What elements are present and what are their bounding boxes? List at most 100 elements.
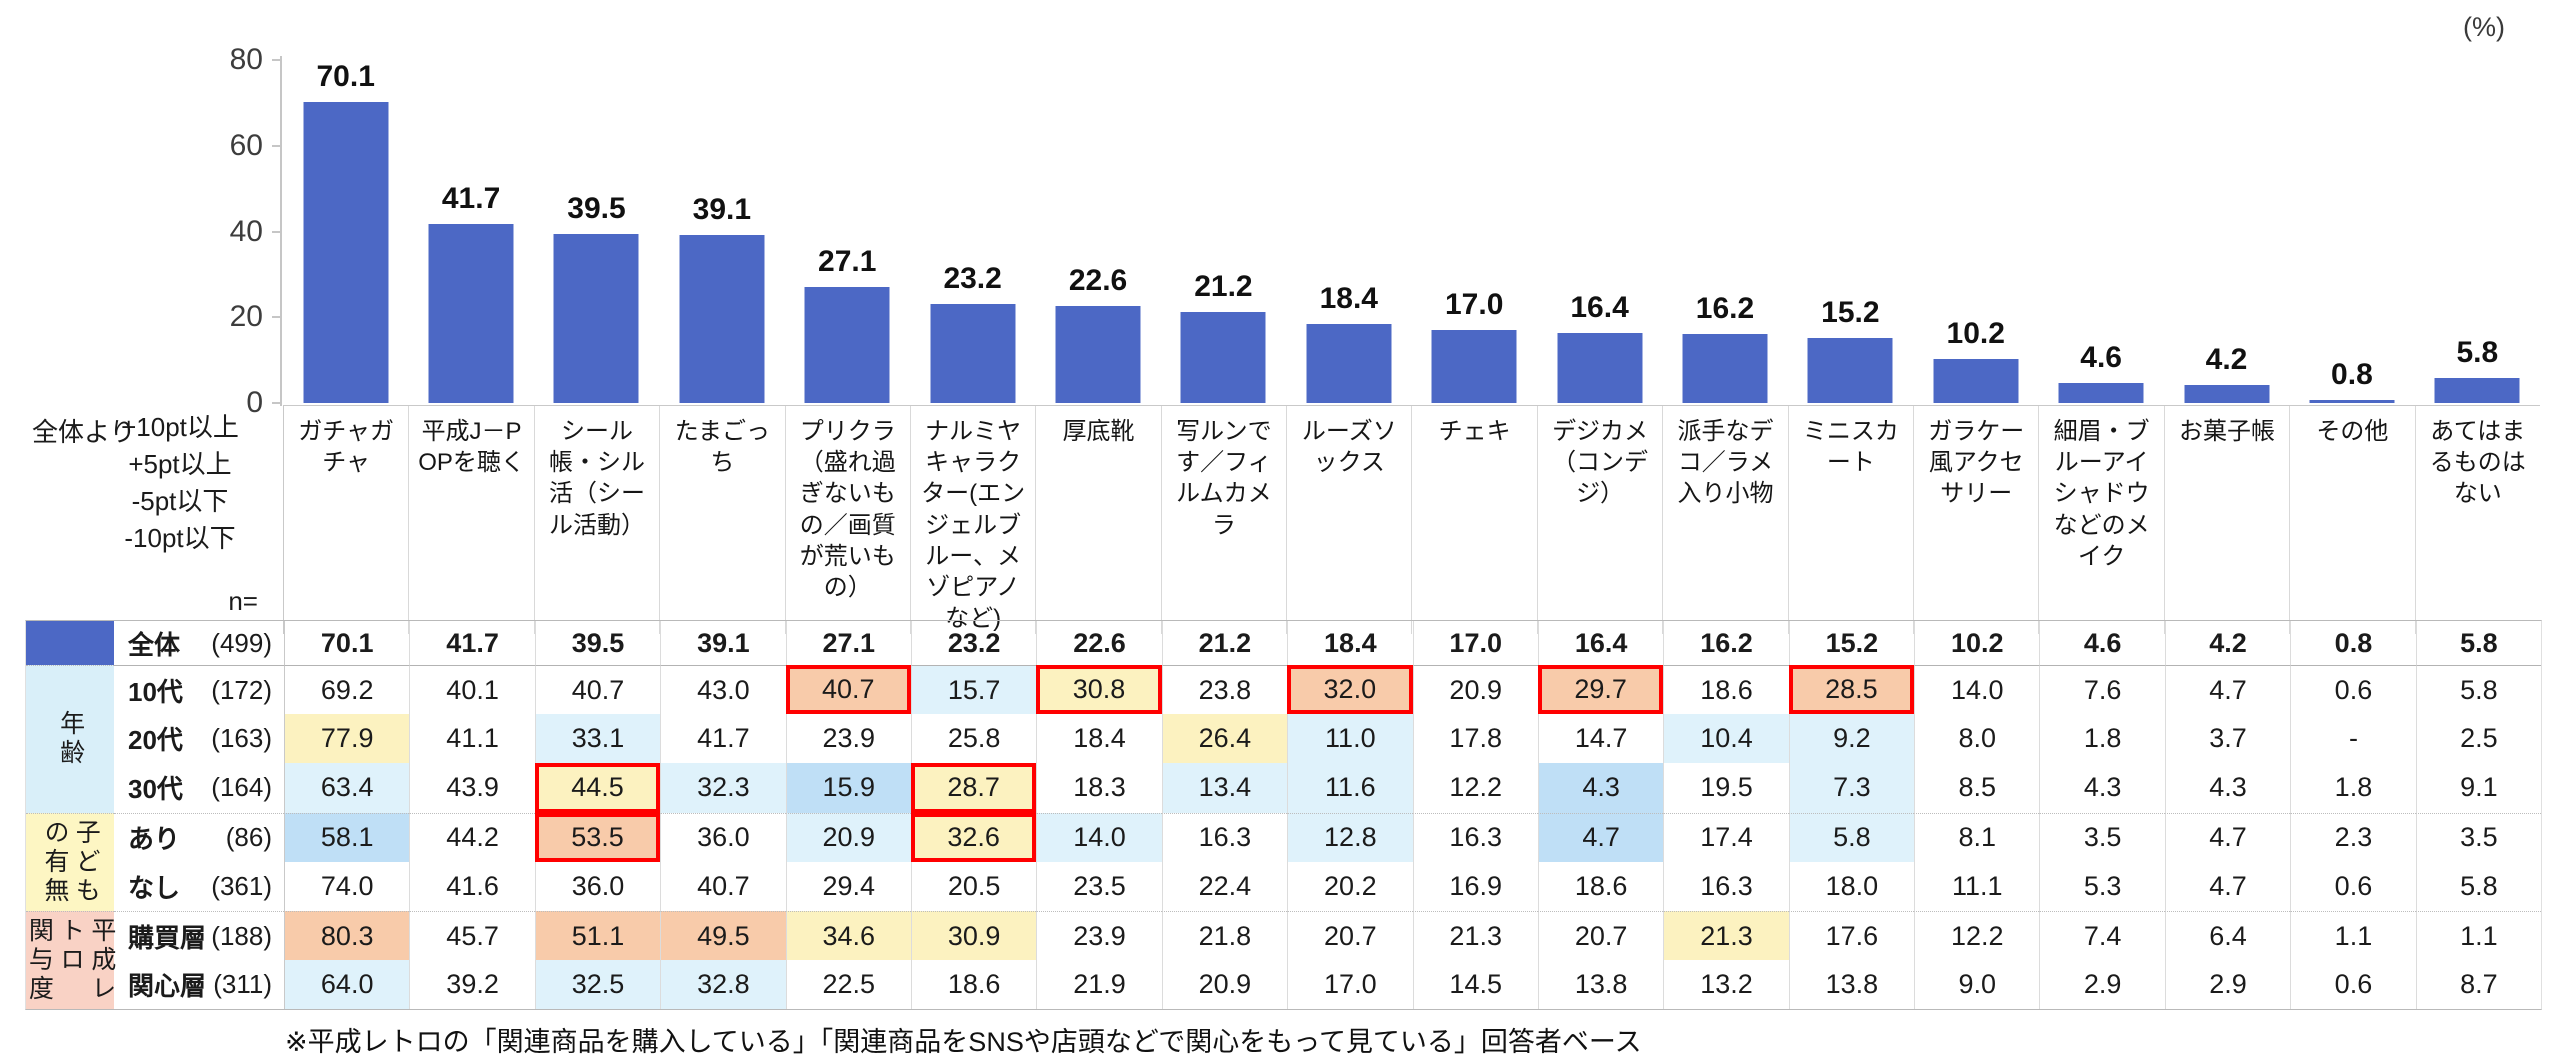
category-header-cell: 厚底靴 bbox=[1035, 406, 1160, 635]
value-cell: 16.4 bbox=[1537, 621, 1663, 665]
value-cell: 23.9 bbox=[1036, 910, 1162, 961]
bar-column: 15.2 bbox=[1788, 60, 1913, 403]
value-cell: 29.7 bbox=[1537, 665, 1664, 715]
value-cell: 32.8 bbox=[660, 960, 786, 1010]
value-cell: 32.6 bbox=[910, 812, 1037, 862]
category-header-cell: お菓子帳 bbox=[2163, 406, 2289, 635]
value-cell: 58.1 bbox=[284, 812, 410, 862]
bar-value-label: 21.2 bbox=[1194, 270, 1253, 304]
value-cell: 20.2 bbox=[1287, 861, 1412, 911]
value-cell: 2.5 bbox=[2415, 714, 2541, 764]
bar-column: 70.1 bbox=[283, 60, 408, 403]
row-n: (499) bbox=[211, 627, 272, 658]
value-cell: 20.5 bbox=[910, 861, 1036, 911]
bar bbox=[1682, 333, 1768, 403]
bar bbox=[2434, 378, 2520, 403]
row-n: (172) bbox=[211, 674, 272, 705]
value-cell: 41.1 bbox=[409, 714, 534, 764]
value-cell: 1.1 bbox=[2290, 910, 2416, 961]
value-cell: 28.7 bbox=[910, 763, 1037, 813]
row-label: あり bbox=[128, 824, 181, 855]
category-header-cell: あてはまるものはない bbox=[2414, 406, 2540, 635]
value-cell: 39.1 bbox=[660, 621, 785, 665]
value-cell: 16.2 bbox=[1663, 621, 1788, 665]
value-cell: 6.4 bbox=[2164, 910, 2291, 961]
row-n: (361) bbox=[211, 870, 272, 901]
value-cell: 18.6 bbox=[910, 960, 1036, 1010]
bar bbox=[930, 303, 1016, 403]
value-cell: 69.2 bbox=[284, 665, 410, 715]
value-cell: 23.5 bbox=[1036, 861, 1161, 911]
value-cell: 19.5 bbox=[1663, 763, 1788, 813]
value-cell: 1.1 bbox=[2415, 910, 2542, 961]
bar bbox=[2309, 399, 2395, 403]
row-label-cell: 30代 (164) bbox=[114, 763, 284, 812]
value-cell: 7.3 bbox=[1788, 763, 1915, 813]
value-cell: 15.2 bbox=[1788, 621, 1914, 665]
value-cell: 18.3 bbox=[1036, 763, 1161, 813]
value-cell: 10.4 bbox=[1663, 714, 1789, 764]
y-tick-mark bbox=[272, 59, 281, 61]
bar-column: 5.8 bbox=[2415, 60, 2540, 403]
category-header-cell: デジカメ（コンデジ） bbox=[1536, 406, 1662, 635]
value-cell: 43.0 bbox=[660, 665, 786, 715]
row-n: (86) bbox=[225, 822, 272, 853]
value-cell: 14.0 bbox=[1036, 812, 1162, 862]
row-label: 全体 bbox=[128, 629, 181, 660]
value-cell: 21.8 bbox=[1161, 910, 1288, 961]
bar bbox=[1557, 332, 1643, 403]
total-row-swatch bbox=[26, 621, 114, 665]
value-cell: 23.9 bbox=[785, 714, 911, 764]
row-label-cell: 10代 (172) bbox=[114, 665, 284, 714]
value-cell: 15.9 bbox=[785, 763, 911, 813]
bar-value-label: 39.1 bbox=[692, 193, 752, 227]
y-tick-mark bbox=[272, 230, 281, 233]
value-cell: 11.1 bbox=[1914, 861, 2039, 911]
value-cell: 17.0 bbox=[1412, 621, 1538, 665]
row-group-label: 平成レ トロ 関与度 bbox=[25, 910, 116, 1010]
value-cell: 14.7 bbox=[1537, 714, 1663, 764]
value-cell: 13.8 bbox=[1537, 960, 1663, 1010]
value-cell: 2.9 bbox=[2039, 960, 2164, 1010]
value-cell: 0.8 bbox=[2290, 621, 2415, 665]
value-cell: 41.7 bbox=[660, 714, 785, 764]
category-header-cell: ルーズソックス bbox=[1286, 406, 1411, 635]
bar bbox=[1807, 337, 1893, 403]
value-cell: 16.3 bbox=[1412, 812, 1538, 862]
value-cell: 44.5 bbox=[534, 763, 661, 813]
bar-column: 4.2 bbox=[2164, 60, 2289, 403]
value-cell: 8.5 bbox=[1914, 763, 2039, 813]
y-tick-label: 60 bbox=[229, 128, 263, 162]
value-cell: 32.5 bbox=[534, 960, 661, 1010]
value-cell: 39.2 bbox=[409, 960, 534, 1010]
row-label: 購買層 bbox=[128, 922, 207, 953]
category-header-cell: 細眉・ブルーアイシャドウなどのメイク bbox=[2038, 406, 2163, 635]
row-label: 20代 bbox=[128, 725, 183, 756]
value-cell: 18.6 bbox=[1663, 665, 1789, 715]
bar bbox=[428, 224, 514, 403]
bar-column: 16.4 bbox=[1537, 60, 1662, 403]
value-cell: 27.1 bbox=[785, 621, 911, 665]
value-cell: 12.2 bbox=[1914, 910, 2040, 961]
value-cell: 53.5 bbox=[534, 812, 661, 862]
value-cell: 20.7 bbox=[1287, 910, 1413, 961]
bar-value-label: 22.6 bbox=[1068, 264, 1128, 298]
bar-column: 0.8 bbox=[2289, 60, 2414, 403]
value-cell: 14.0 bbox=[1914, 665, 2040, 715]
bar-column: 18.4 bbox=[1286, 60, 1411, 403]
legend-title: 全体より bbox=[32, 417, 136, 447]
category-header-cell: ガラケー風アクセサリー bbox=[1913, 406, 2038, 635]
value-cell: 0.6 bbox=[2290, 665, 2416, 715]
value-cell: 11.6 bbox=[1287, 763, 1413, 813]
value-cell: 9.1 bbox=[2415, 763, 2541, 813]
value-cell: 4.6 bbox=[2039, 621, 2164, 665]
value-cell: 21.2 bbox=[1161, 621, 1287, 665]
row-label-cell: 関心層 (311) bbox=[114, 960, 284, 1009]
bar-value-label: 5.8 bbox=[2456, 336, 2499, 370]
value-cell: 77.9 bbox=[284, 714, 410, 764]
value-cell: 9.2 bbox=[1788, 714, 1915, 764]
value-cell: 63.4 bbox=[284, 763, 410, 813]
value-cell: 28.5 bbox=[1788, 665, 1915, 715]
percent-unit-label: (%) bbox=[2463, 12, 2505, 42]
